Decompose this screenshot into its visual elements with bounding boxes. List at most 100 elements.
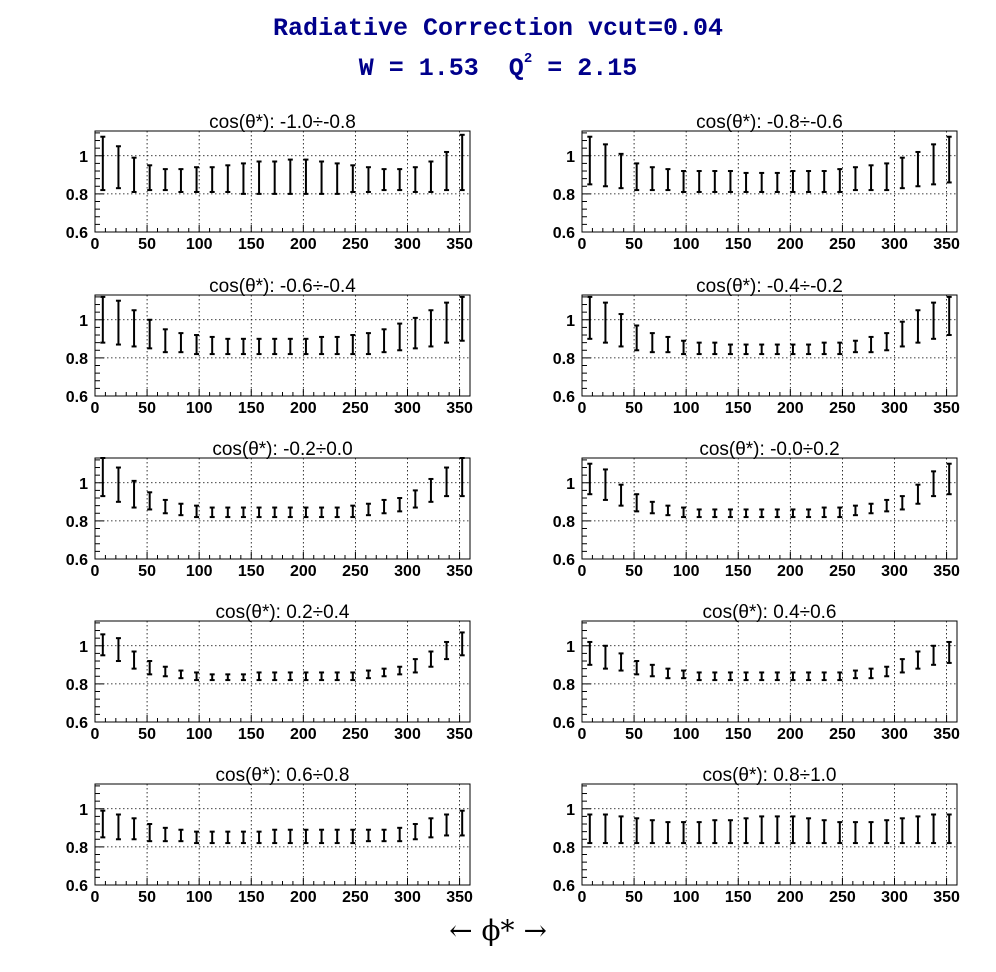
error-bar — [428, 817, 434, 839]
error-bar — [587, 640, 593, 666]
chart-subtitle: W = 1.53 Q2 = 2.15 — [0, 51, 996, 83]
error-bar — [100, 809, 106, 839]
y-tick-label: 0.8 — [66, 677, 88, 694]
error-bar — [256, 160, 262, 195]
error-bar — [634, 493, 640, 513]
error-bar — [743, 671, 749, 682]
error-bar — [209, 166, 215, 193]
error-bar — [194, 166, 200, 193]
error-bar — [303, 158, 309, 195]
error-bar — [618, 483, 624, 507]
error-bar — [131, 650, 137, 670]
error-bar — [806, 671, 812, 682]
error-bar — [618, 313, 624, 348]
panel-1: cos(θ*): -1.0÷-0.8 0 50 100 150 200 250 300 350 0… — [66, 112, 473, 253]
panel-8: cos(θ*): 0.4÷0.6 0 50 100 150 200 250 300 350 0.6… — [553, 602, 960, 743]
error-bar — [806, 817, 812, 845]
error-bar — [743, 343, 749, 356]
error-bar — [821, 506, 827, 519]
error-bar — [397, 665, 403, 676]
error-bar — [194, 504, 200, 519]
error-bar — [319, 671, 325, 682]
x-tick-label: 200 — [290, 236, 317, 253]
y-tick-label: 0.6 — [66, 225, 88, 242]
y-tick-label: 0.6 — [66, 878, 88, 895]
y-tick-label: 1 — [566, 149, 575, 166]
error-bar — [727, 819, 733, 845]
error-bar — [602, 813, 608, 845]
panel-4: cos(θ*): -0.4÷-0.2 0 50 100 150 200 250 300 350 0… — [553, 276, 960, 417]
panel-title: cos(θ*): -0.8÷-0.6 — [696, 112, 843, 133]
error-bar — [412, 658, 418, 674]
panel-title: cos(θ*): 0.8÷1.0 — [703, 765, 837, 786]
x-tick-label: 0 — [91, 400, 100, 417]
x-tick-label: 150 — [725, 563, 752, 580]
error-bar — [178, 669, 184, 680]
error-bar — [225, 337, 231, 356]
error-bar — [899, 320, 905, 348]
x-tick-label: 350 — [446, 236, 473, 253]
error-bar — [884, 332, 890, 352]
x-tick-label: 300 — [881, 563, 908, 580]
error-bar — [397, 497, 403, 513]
error-bar — [634, 162, 640, 192]
error-bar — [115, 813, 121, 841]
x-tick-label: 250 — [829, 400, 856, 417]
y-tick-label: 1 — [566, 313, 575, 330]
y-tick-label: 0.6 — [553, 878, 575, 895]
error-bar — [634, 660, 640, 676]
error-bar — [287, 671, 293, 682]
x-tick-label: 200 — [290, 563, 317, 580]
error-bar — [806, 508, 812, 519]
error-bar — [743, 171, 749, 193]
x-tick-label: 150 — [238, 889, 265, 906]
panel-frame — [581, 130, 958, 233]
error-bar — [634, 817, 640, 845]
error-bar — [334, 162, 340, 195]
error-bar — [759, 671, 765, 682]
error-bar — [681, 506, 687, 519]
error-bar — [852, 821, 858, 845]
error-bar — [931, 644, 937, 666]
error-bar — [334, 506, 340, 519]
error-bar — [727, 170, 733, 193]
x-tick-label: 150 — [725, 726, 752, 743]
error-bar — [649, 819, 655, 845]
error-bar — [790, 343, 796, 356]
error-bar — [162, 328, 168, 354]
error-bar — [428, 650, 434, 668]
error-bar — [240, 830, 246, 845]
error-bar — [147, 823, 153, 843]
x-tick-label: 150 — [725, 889, 752, 906]
error-bar — [162, 826, 168, 843]
panel-title: cos(θ*): 0.4÷0.6 — [703, 602, 837, 623]
error-bar — [774, 171, 780, 193]
x-tick-label: 200 — [777, 726, 804, 743]
x-tick-label: 350 — [446, 563, 473, 580]
error-bar — [178, 332, 184, 354]
x-tick-label: 250 — [342, 400, 369, 417]
error-bar — [774, 508, 780, 519]
error-bar — [194, 671, 200, 682]
error-bar — [931, 143, 937, 186]
x-tick-label: 350 — [446, 889, 473, 906]
error-bar — [459, 809, 465, 837]
error-bar — [100, 457, 106, 498]
x-tick-label: 50 — [138, 236, 156, 253]
error-bar — [618, 152, 624, 190]
x-tick-label: 0 — [578, 889, 587, 906]
x-tick-label: 0 — [578, 236, 587, 253]
x-tick-label: 100 — [673, 889, 700, 906]
x-tick-label: 100 — [673, 236, 700, 253]
error-bar — [852, 339, 858, 354]
panel-7: cos(θ*): 0.2÷0.4 0 50 100 150 200 250 300 350 0.6… — [66, 602, 473, 743]
error-bar — [397, 168, 403, 192]
x-tick-label: 200 — [290, 726, 317, 743]
error-bar — [884, 665, 890, 678]
error-bar — [931, 470, 937, 498]
error-bar — [946, 462, 952, 496]
error-bar — [319, 160, 325, 195]
error-bar — [209, 506, 215, 519]
x-tick-label: 150 — [238, 563, 265, 580]
